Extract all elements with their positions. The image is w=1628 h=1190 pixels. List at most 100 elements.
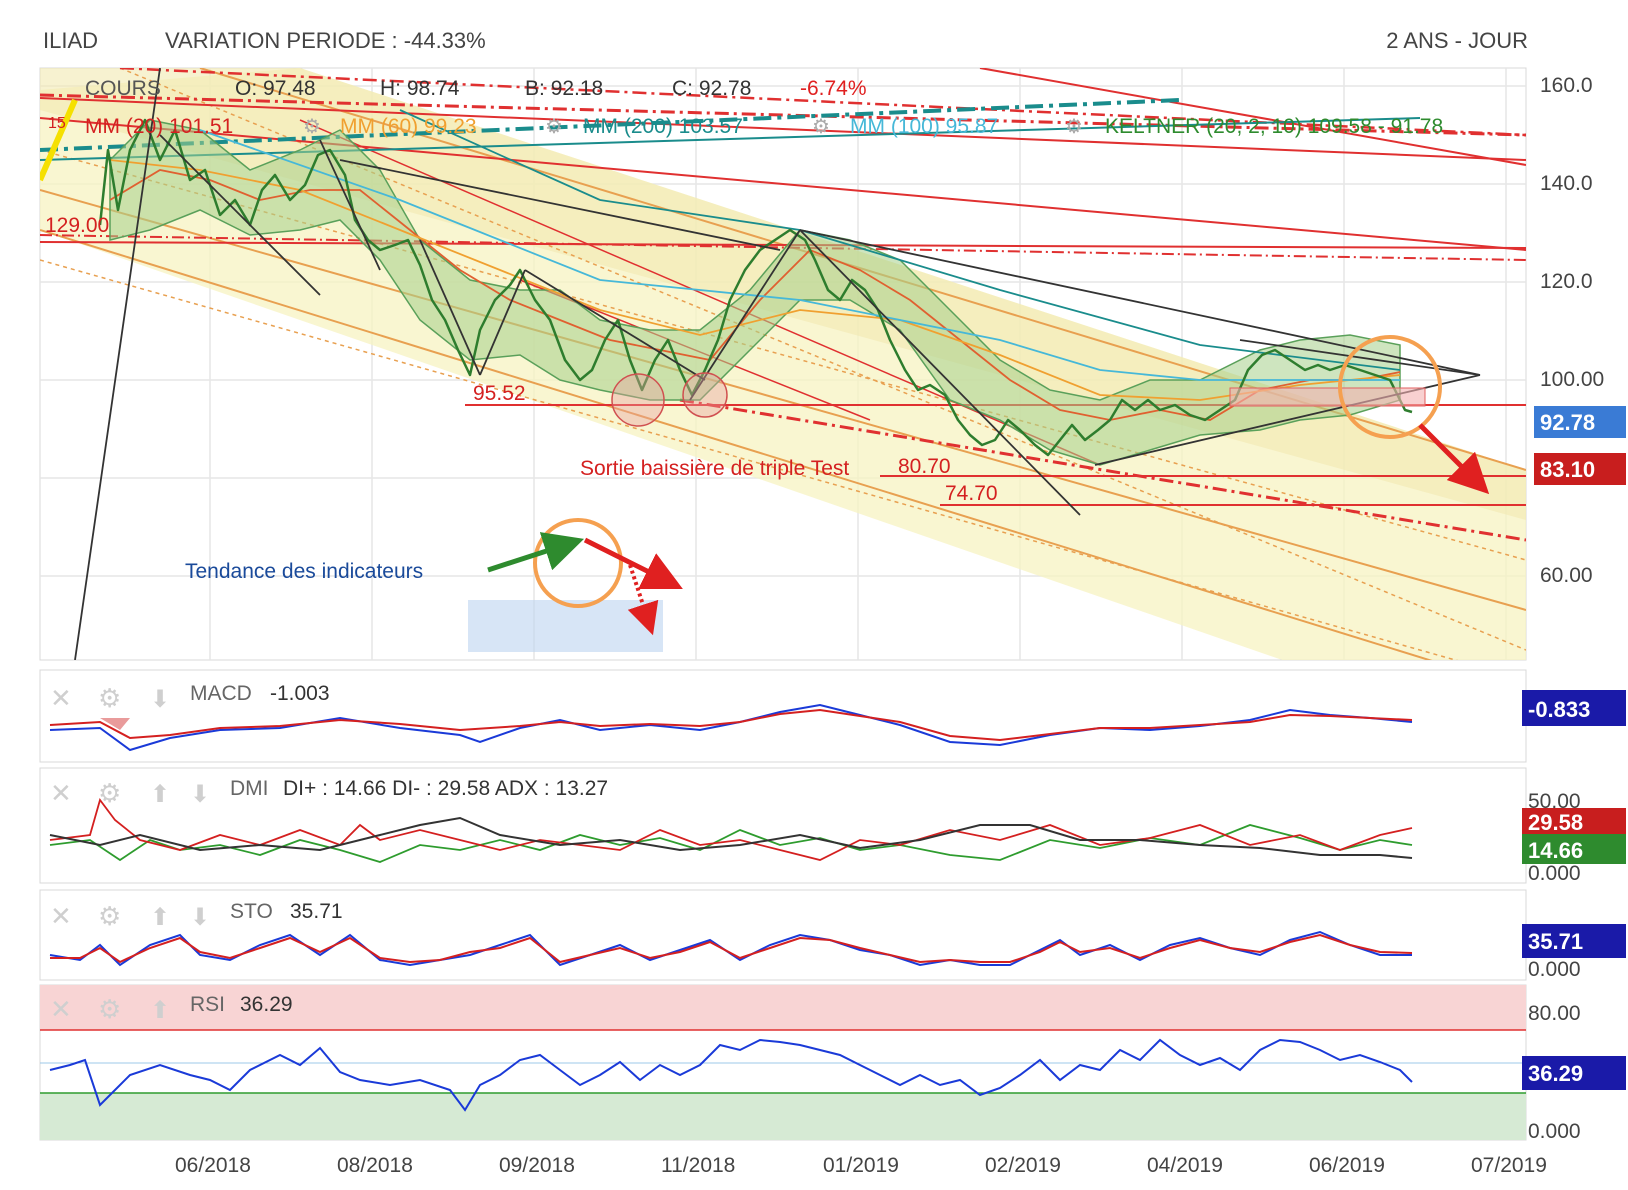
macd-gear-icon[interactable]: ⚙: [98, 683, 121, 713]
rsi-y-top: 80.00: [1528, 1002, 1581, 1025]
period-label: 2 ANS - JOUR: [1386, 28, 1528, 53]
trend-circle: [533, 518, 623, 608]
macd-down-icon[interactable]: ⬇: [150, 686, 170, 713]
dmi-plus-line: [49, 824, 1413, 863]
price-line: [98, 118, 1413, 457]
sto-panel: ✕ ⚙ ⬆ ⬇ STO 35.71 0.000 35.71: [39, 889, 1626, 981]
macd-panel: ✕ ⚙ ⬇ MACD -1.003 -0.833: [39, 669, 1626, 763]
dmi-readout: DI+ : 14.66 DI- : 29.58 ADX : 13.27: [283, 777, 608, 800]
sto-value: 35.71: [290, 900, 343, 923]
dmi-minus-tag-text: 29.58: [1528, 810, 1583, 835]
cours-label: COURS: [85, 77, 161, 100]
dmi-y-top: 50.00: [1528, 790, 1581, 813]
rsi-overbought-zone: [40, 985, 1526, 1030]
open-label: O: 97.48: [235, 77, 316, 100]
target-arrow: [1418, 423, 1490, 495]
sto-gear-icon[interactable]: ⚙: [98, 901, 121, 931]
y-tick-100: 100.00: [1540, 368, 1604, 391]
trend-down-dotted-arrow: [627, 564, 659, 636]
sto-tag: [1522, 924, 1626, 958]
dmi-plus-tag: [1522, 834, 1626, 864]
target-tag: [1534, 453, 1626, 485]
macd-name: MACD: [190, 682, 252, 705]
dmi-gear-icon[interactable]: ⚙: [98, 778, 121, 808]
macd-tag-text: -0.833: [1528, 697, 1590, 722]
dmi-minus-tag: [1522, 808, 1626, 834]
dmi-close-icon[interactable]: ✕: [50, 778, 72, 808]
keltner-gear-icon[interactable]: ⚙: [1065, 116, 1083, 138]
descending-channel: [40, 68, 1526, 660]
rsi-y-bottom: 0.000: [1528, 1120, 1581, 1143]
change-label: -6.74%: [800, 77, 867, 100]
y-tick-60: 60.00: [1540, 564, 1593, 587]
y-tick-120: 120.0: [1540, 270, 1593, 293]
x-tick: 11/2018: [661, 1154, 735, 1177]
mm20-label: MM (20) 101.51: [85, 115, 233, 138]
price-tag-text: 92.78: [1540, 410, 1595, 435]
mm60-label: MM (60) 99.23: [340, 115, 477, 138]
rsi-close-icon[interactable]: ✕: [50, 994, 72, 1024]
dmi-up-icon[interactable]: ⬆: [150, 781, 170, 808]
rsi-oversold-zone: [40, 1093, 1526, 1140]
main-panel: COURS O: 97.48 H: 98.74 B: 92.18 C: 92.7…: [39, 67, 1626, 661]
sto-close-icon[interactable]: ✕: [50, 901, 72, 931]
rsi-gear-icon[interactable]: ⚙: [98, 994, 121, 1024]
mm200-gear-icon[interactable]: ⚙: [545, 116, 563, 138]
adx-line: [49, 816, 1413, 859]
mm100-gear-icon[interactable]: ⚙: [812, 116, 830, 138]
x-tick: 07/2019: [1471, 1154, 1547, 1177]
trend-up-arrow: [487, 532, 585, 573]
level-7470-label: 74.70: [945, 482, 998, 505]
sto-d-line: [50, 933, 1413, 964]
x-tick: 04/2019: [1147, 1154, 1223, 1177]
dmi-minus-line: [49, 798, 1413, 861]
price-tag: [1534, 406, 1626, 438]
trend-annotation: Tendance des indicateurs: [185, 560, 423, 583]
x-tick: 01/2019: [823, 1154, 899, 1177]
level-129-label: 129.00: [45, 214, 109, 237]
test-circle-2: [682, 372, 728, 418]
trend-down-arrow: [583, 537, 683, 589]
macd-tag: [1522, 690, 1626, 726]
rsi-tag-text: 36.29: [1528, 1061, 1583, 1086]
x-tick: 02/2019: [985, 1154, 1061, 1177]
dmi-down-icon[interactable]: ⬇: [190, 781, 210, 808]
x-tick: 09/2018: [499, 1154, 575, 1177]
ticker-label: ILIAD: [43, 28, 98, 53]
breakdown-zone: [1229, 387, 1426, 407]
dmi-plus-tag-text: 14.66: [1528, 838, 1583, 863]
x-tick: 06/2019: [1309, 1154, 1385, 1177]
macd-signal-line: [49, 708, 1413, 742]
macd-histogram: [100, 718, 130, 730]
x-tick: 06/2018: [175, 1154, 251, 1177]
rsi-value: 36.29: [240, 993, 293, 1016]
y-tick-160: 160.0: [1540, 74, 1593, 97]
dmi-name: DMI: [230, 777, 269, 800]
long-ma-lines: [40, 98, 1421, 161]
trend-box: [468, 600, 663, 652]
mm60-gear-icon[interactable]: ⚙: [303, 116, 321, 138]
dmi-panel: ✕ ⚙ ⬆ ⬇ DMI DI+ : 14.66 DI- : 29.58 ADX …: [39, 767, 1626, 885]
mm100-label: MM (100) 95.87: [850, 115, 998, 138]
sto-name: STO: [230, 900, 273, 923]
sto-tag-text: 35.71: [1528, 929, 1583, 954]
variation-label: VARIATION PERIODE : -44.33%: [165, 28, 486, 53]
rsi-name: RSI: [190, 993, 225, 1016]
close-label: C: 92.78: [672, 77, 751, 100]
sto-up-icon[interactable]: ⬆: [150, 904, 170, 931]
low-label: B: 92.18: [525, 77, 603, 100]
macd-value: -1.003: [270, 682, 330, 705]
sto-down-icon[interactable]: ⬇: [190, 904, 210, 931]
keltner-label: KELTNER (20, 2, 10) 109.58 - 91.78: [1105, 115, 1443, 138]
rsi-line: [49, 1038, 1413, 1112]
macd-close-icon[interactable]: ✕: [50, 683, 72, 713]
trend-lines: [74, 68, 1481, 660]
corner-number: 15: [48, 115, 66, 132]
breakout-circle: [1338, 335, 1442, 439]
rsi-up-icon[interactable]: ⬆: [150, 997, 170, 1024]
level-8070-label: 80.70: [898, 455, 951, 478]
dmi-y-bottom: 0.000: [1528, 862, 1581, 885]
high-label: H: 98.74: [380, 77, 460, 100]
x-axis: 06/2018 08/2018 09/2018 11/2018 01/2019 …: [175, 1154, 1547, 1177]
